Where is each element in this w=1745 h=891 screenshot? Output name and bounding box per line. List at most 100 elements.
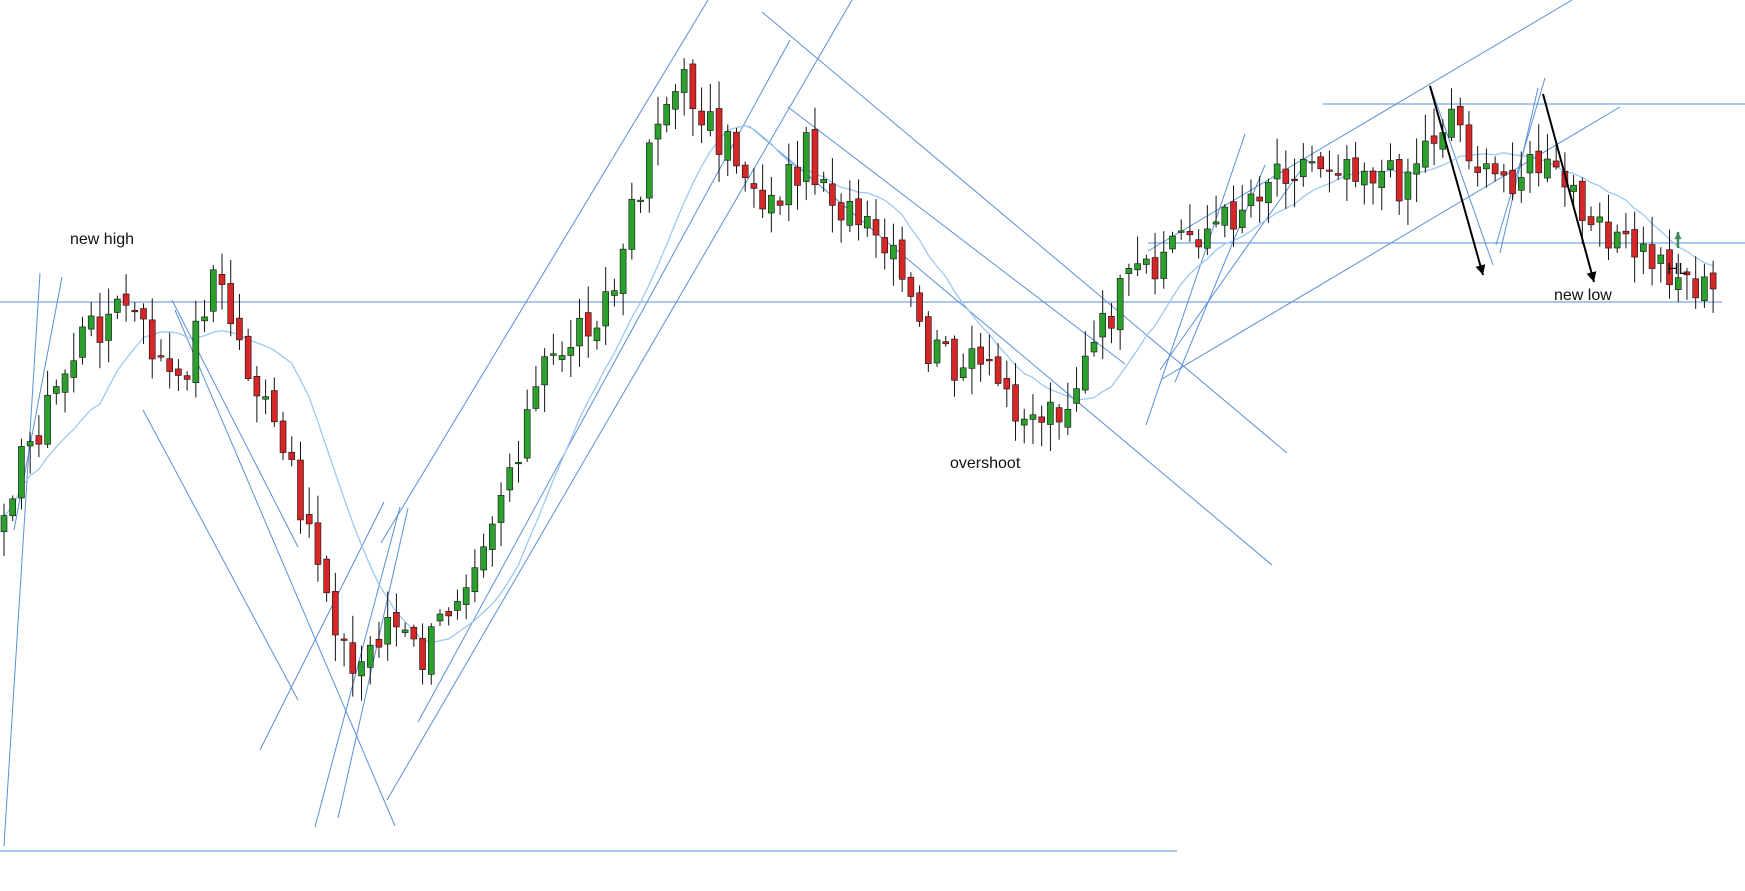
bull-candle bbox=[0, 515, 8, 533]
bear-candle bbox=[218, 274, 226, 285]
bull-candle bbox=[1570, 184, 1577, 192]
bear-candle bbox=[1317, 156, 1325, 170]
bull-candle bbox=[663, 104, 671, 126]
bull-candle bbox=[1483, 163, 1490, 170]
bear-candle bbox=[445, 611, 453, 617]
bear-candle bbox=[332, 591, 339, 636]
bull-candle bbox=[1143, 258, 1150, 265]
annotation-overshoot: overshoot bbox=[950, 455, 1021, 472]
bull-candle bbox=[933, 339, 941, 364]
bear-candle bbox=[942, 341, 950, 345]
bull-candle bbox=[1387, 160, 1394, 171]
bear-candle bbox=[1500, 171, 1508, 176]
bull-candle bbox=[515, 462, 522, 465]
bear-candle bbox=[1291, 178, 1298, 181]
bear-candle bbox=[305, 514, 313, 525]
trendline bbox=[386, 0, 853, 801]
bull-candle bbox=[79, 326, 86, 358]
bull-candle bbox=[1517, 177, 1525, 191]
bull-candle bbox=[1674, 277, 1682, 290]
trendline bbox=[1161, 106, 1621, 380]
bear-candle bbox=[236, 317, 243, 341]
bear-candle bbox=[288, 451, 296, 460]
bull-candle bbox=[1526, 154, 1534, 174]
bear-candle bbox=[1579, 180, 1586, 221]
bull-candle bbox=[1657, 254, 1665, 264]
bull-candle bbox=[541, 356, 548, 386]
bear-candle bbox=[951, 338, 958, 381]
bull-candle bbox=[1169, 235, 1176, 250]
bull-candle bbox=[619, 248, 627, 294]
bear-candle bbox=[227, 283, 235, 325]
bull-candle bbox=[558, 355, 566, 360]
bull-candle bbox=[427, 626, 435, 675]
bear-candle bbox=[1709, 272, 1717, 290]
bear-candle bbox=[1186, 231, 1194, 236]
bear-candle bbox=[829, 183, 836, 206]
bull-candle bbox=[550, 353, 557, 356]
bear-candle bbox=[1666, 249, 1673, 286]
bull-candle bbox=[1343, 159, 1351, 180]
arrow-shaft bbox=[1542, 93, 1595, 283]
bull-candle bbox=[968, 348, 976, 369]
bear-candle bbox=[1474, 166, 1481, 173]
bull-candle bbox=[105, 313, 112, 341]
bear-candle bbox=[323, 558, 330, 594]
bull-candle bbox=[1299, 158, 1307, 178]
annotation-labels: new high overshoot new low HL bbox=[70, 231, 1688, 472]
bull-candle bbox=[680, 69, 688, 93]
trendline bbox=[314, 506, 401, 828]
bull-candle bbox=[114, 298, 121, 313]
bull-candle bbox=[863, 216, 871, 229]
bear-candle bbox=[925, 316, 932, 365]
bear-candle bbox=[698, 110, 705, 126]
bull-candle bbox=[1613, 231, 1621, 249]
bear-candle bbox=[1683, 271, 1691, 276]
bear-candle bbox=[140, 308, 147, 320]
bull-candle bbox=[654, 123, 662, 140]
bear-candle bbox=[96, 316, 104, 343]
bull-candle bbox=[567, 347, 575, 356]
bear-candle bbox=[1334, 173, 1342, 176]
bear-candle bbox=[419, 638, 426, 670]
bear-candle bbox=[881, 237, 889, 254]
arrow-head bbox=[1475, 264, 1486, 275]
bear-candle bbox=[1631, 229, 1638, 258]
trendlines bbox=[0, 0, 1745, 852]
bear-candle bbox=[1230, 201, 1237, 230]
bull-candle bbox=[87, 315, 95, 330]
bull-candle bbox=[1090, 341, 1098, 353]
bear-candle bbox=[122, 293, 130, 306]
arrow-head bbox=[1586, 271, 1597, 282]
bear-candle bbox=[340, 638, 348, 641]
bull-candle bbox=[707, 111, 714, 131]
bull-candle bbox=[366, 644, 374, 668]
bull-candle bbox=[471, 567, 479, 593]
bear-candle bbox=[741, 164, 749, 179]
bear-candle bbox=[271, 390, 278, 423]
bear-candle bbox=[410, 626, 418, 640]
arrow-head bbox=[1674, 232, 1682, 240]
bull-candle bbox=[384, 616, 391, 645]
bear-candle bbox=[1491, 163, 1499, 175]
bear-candle bbox=[1055, 407, 1063, 423]
bull-candle bbox=[1413, 163, 1420, 175]
bull-candle bbox=[506, 467, 514, 491]
bull-candle bbox=[890, 244, 897, 260]
bull-candle bbox=[1212, 221, 1220, 225]
bear-candle bbox=[35, 435, 43, 445]
annotation-new-low: new low bbox=[1554, 287, 1612, 304]
bear-candle bbox=[1195, 239, 1202, 248]
trendline bbox=[259, 501, 385, 751]
bear-candle bbox=[131, 310, 139, 313]
bull-candle bbox=[44, 394, 51, 445]
bull-candle bbox=[358, 661, 365, 677]
bull-candle bbox=[436, 613, 444, 622]
bull-candle bbox=[959, 367, 967, 378]
bear-candle bbox=[794, 166, 801, 186]
trendline bbox=[787, 106, 1126, 365]
bear-candle bbox=[977, 346, 984, 365]
bear-candle bbox=[750, 183, 758, 189]
bear-candle bbox=[1648, 244, 1656, 269]
trendline bbox=[1147, 0, 1573, 252]
